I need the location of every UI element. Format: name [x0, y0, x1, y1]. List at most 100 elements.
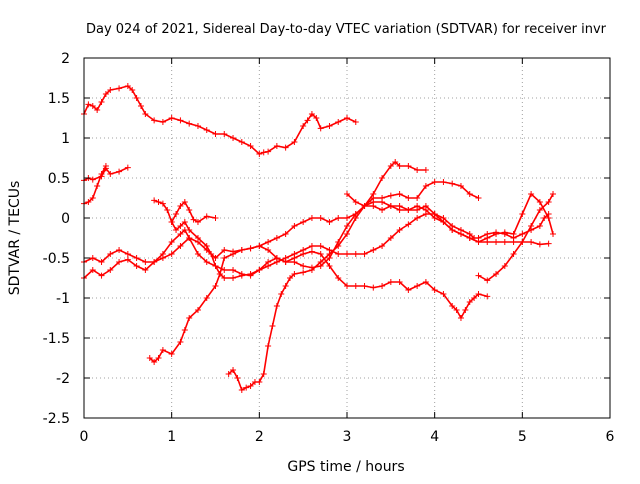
data-point [475, 239, 482, 245]
data-point [308, 215, 315, 221]
series-8 [225, 179, 482, 393]
data-point [269, 323, 276, 329]
data-point [457, 183, 464, 189]
data-point [89, 267, 96, 273]
data-point [194, 251, 201, 257]
series-9 [168, 199, 219, 225]
data-point [449, 227, 456, 233]
data-point [501, 229, 508, 236]
data-point [89, 195, 96, 201]
data-point [422, 279, 429, 285]
data-point [396, 191, 403, 197]
data-point [124, 83, 131, 89]
data-point [405, 195, 412, 201]
data-point [414, 283, 421, 289]
series-6 [151, 197, 552, 281]
data-point [387, 279, 394, 285]
data-point [194, 123, 201, 129]
data-point [317, 125, 324, 132]
data-point [221, 275, 228, 281]
data-point [107, 251, 114, 257]
data-point [344, 251, 350, 257]
data-point [159, 200, 166, 207]
data-point [440, 219, 447, 225]
x-tick-label: 3 [343, 429, 352, 445]
data-point [212, 215, 219, 221]
data-point [116, 259, 123, 265]
data-point [256, 151, 263, 157]
data-point [265, 148, 272, 155]
data-point [230, 275, 237, 281]
data-point [501, 239, 508, 245]
grid [84, 58, 610, 418]
y-tick-label: -2.5 [43, 411, 70, 427]
data-point [186, 235, 193, 241]
data-point [186, 315, 193, 321]
data-point [431, 211, 438, 217]
data-point [361, 251, 368, 257]
data-point [317, 259, 324, 265]
data-point [519, 231, 526, 237]
data-point [155, 199, 162, 205]
y-tick-label: -0.5 [43, 251, 70, 267]
data-point [124, 256, 131, 263]
data-point [221, 255, 228, 261]
data-point [94, 183, 101, 189]
series-line [153, 199, 550, 279]
data-point [203, 295, 210, 301]
data-point [379, 243, 386, 249]
data-point [449, 180, 456, 187]
data-point [247, 271, 254, 277]
data-point [133, 263, 140, 269]
data-point [466, 299, 473, 305]
data-point [414, 167, 421, 173]
data-point [308, 248, 315, 255]
axis-ticks: 0 1 2 3 4 5 6 -2.5 -2 -1.5 -1 -0.5 0 0.5 1 1.5 2 [43, 51, 615, 445]
data-point [194, 235, 201, 241]
data-point [287, 275, 294, 281]
data-point [181, 327, 188, 333]
data-point [186, 207, 193, 213]
data-point [212, 255, 219, 261]
data-point [238, 387, 245, 393]
data-point [159, 347, 166, 353]
data-point [484, 293, 491, 300]
data-point [137, 103, 144, 109]
data-point [528, 191, 535, 197]
data-point [352, 251, 359, 257]
data-point [510, 251, 517, 257]
data-point [501, 263, 508, 269]
data-point [405, 207, 412, 213]
data-point [519, 211, 526, 217]
data-point [414, 195, 421, 201]
data-point [396, 203, 403, 209]
data-point [326, 263, 333, 269]
data-point [151, 359, 158, 365]
data-point [265, 239, 272, 245]
data-point [370, 195, 377, 201]
data-point [545, 215, 552, 221]
data-point [216, 271, 223, 277]
data-point [335, 215, 342, 221]
data-point [212, 283, 219, 289]
data-point [361, 203, 368, 209]
data-point [151, 197, 158, 204]
data-point [335, 119, 342, 125]
data-point [304, 117, 311, 124]
series-10 [344, 191, 557, 245]
data-point [208, 251, 215, 257]
data-series [81, 83, 557, 393]
data-point [300, 123, 307, 129]
data-point [116, 85, 123, 92]
data-point [300, 247, 307, 253]
data-point [475, 291, 482, 297]
data-point [449, 303, 456, 309]
series-line [478, 193, 554, 282]
y-tick-label: 1 [61, 131, 70, 147]
data-point [194, 219, 201, 225]
series-5 [81, 227, 491, 321]
y-tick-label: 1.5 [48, 91, 70, 107]
data-point [107, 267, 114, 273]
data-point [265, 343, 272, 349]
